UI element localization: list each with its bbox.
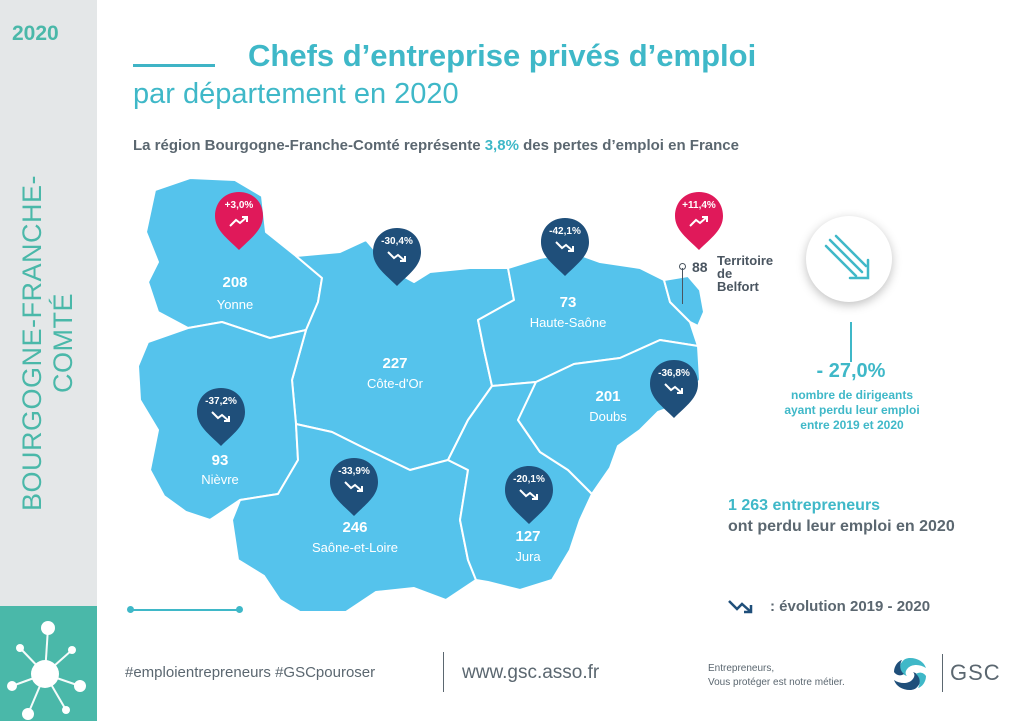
dept-name: Doubs — [589, 409, 627, 424]
molecule-graphic — [0, 606, 97, 721]
legend-label: : évolution 2019 - 2020 — [770, 598, 931, 615]
decline-description-line3: entre 2019 et 2020 — [800, 418, 904, 432]
dept-name: Saône-et-Loire — [312, 540, 398, 555]
decorative-dot — [127, 606, 134, 613]
evolution-pin-yonne: +3,0% — [213, 190, 265, 252]
trend-down-arrow-icon — [824, 234, 870, 280]
tagline-line2: Vous protéger est notre métier. — [708, 677, 845, 688]
evolution-pin-cote-dor: -30,4% — [371, 226, 423, 288]
dept-count: 227 — [382, 355, 408, 372]
region-share-after: des pertes d’emploi en France — [518, 137, 739, 154]
dept-saone-et-loire-shape — [231, 423, 477, 613]
website-link[interactable]: www.gsc.asso.fr — [462, 662, 600, 683]
dept-name: Nièvre — [201, 472, 239, 487]
stat-connector-line — [850, 322, 852, 362]
evolution-value: -42,1% — [549, 226, 581, 237]
decline-description-line2: ayant perdu leur emploi — [784, 403, 920, 417]
trend-down-icon — [728, 600, 753, 614]
belfort-name-line3: Belfort — [717, 279, 759, 294]
dept-count: 201 — [595, 388, 621, 405]
trend-down-icon — [211, 411, 230, 422]
evolution-pin-saone-et-loire: -33,9% — [328, 456, 380, 518]
dept-count: 73 — [559, 294, 577, 311]
trend-down-icon — [555, 241, 574, 252]
trend-up-icon — [229, 216, 248, 227]
trend-down-icon — [664, 383, 683, 394]
trend-down-icon — [519, 489, 538, 500]
page-title: Chefs d’entreprise privés d’emploi — [248, 38, 757, 73]
dept-count: 93 — [211, 452, 229, 469]
evolution-pin-doubs: -36,8% — [648, 358, 700, 420]
region-share-before: La région Bourgogne-Franche-Comté représ… — [133, 137, 485, 154]
entrepreneurs-text: ont perdu leur emploi en 2020 — [728, 518, 955, 535]
decline-percent: - 27,0% — [816, 360, 886, 382]
belfort-name-line1: Territoire — [717, 253, 774, 268]
sidebar-year: 2020 — [12, 22, 59, 45]
tagline: Entrepreneurs, Vous protéger est notre m… — [708, 662, 888, 690]
decline-description-line1: nombre de dirigeants — [790, 388, 914, 402]
evolution-value: +11,4% — [682, 200, 716, 211]
belfort-name: Territoire de Belfort — [717, 254, 797, 293]
molecule-icon — [7, 621, 86, 720]
gsc-logo-text: GSC — [950, 660, 1001, 685]
evolution-pin-belfort: +11,4% — [673, 190, 725, 252]
evolution-value: -33,9% — [338, 466, 370, 477]
region-share-text: La région Bourgogne-Franche-Comté représ… — [133, 137, 739, 154]
trend-down-icon — [387, 251, 406, 262]
dept-belfort-shape — [663, 275, 705, 327]
evolution-pin-haute-saone: -42,1% — [539, 216, 591, 278]
dept-name: Jura — [515, 549, 541, 564]
evolution-value: +3,0% — [224, 200, 254, 211]
dept-count: 127 — [515, 528, 541, 545]
gsc-logo-icon — [894, 658, 926, 690]
gsc-logo-separator — [942, 654, 943, 692]
footer-separator — [443, 652, 444, 692]
evolution-value: -20,1% — [513, 474, 545, 485]
evolution-value: -30,4% — [381, 236, 413, 247]
decline-description: nombre de dirigeants ayant perdu leur em… — [760, 388, 944, 433]
belfort-marker-line — [682, 268, 683, 304]
decline-circle — [806, 216, 892, 302]
dept-count: 246 — [342, 519, 368, 536]
belfort-count: 88 — [692, 259, 708, 275]
dept-name: Côte-d'Or — [367, 376, 423, 391]
region-share-pct: 3,8% — [484, 137, 519, 154]
decorative-dot — [236, 606, 243, 613]
evolution-pin-nievre: -37,2% — [195, 386, 247, 448]
trend-down-icon — [344, 481, 363, 492]
tagline-line1: Entrepreneurs, — [708, 663, 775, 674]
decorative-line — [130, 609, 240, 611]
dept-count: 208 — [222, 274, 248, 291]
title-accent-line — [133, 64, 215, 67]
entrepreneurs-count: 1 263 entrepreneurs — [728, 497, 881, 514]
evolution-pin-jura: -20,1% — [503, 464, 555, 526]
trend-up-icon — [689, 216, 708, 227]
hashtags: #emploientrepreneurs #GSCpouroser — [125, 664, 376, 681]
belfort-name-line2: de — [717, 266, 733, 281]
evolution-value: -37,2% — [205, 396, 237, 407]
evolution-value: -36,8% — [658, 368, 690, 379]
dept-name: Haute-Saône — [529, 315, 607, 330]
page-subtitle: par département en 2020 — [133, 78, 459, 110]
dept-name: Yonne — [216, 297, 254, 312]
sidebar: 2020 BOURGOGNE-FRANCHE-COMTÉ — [0, 0, 97, 721]
